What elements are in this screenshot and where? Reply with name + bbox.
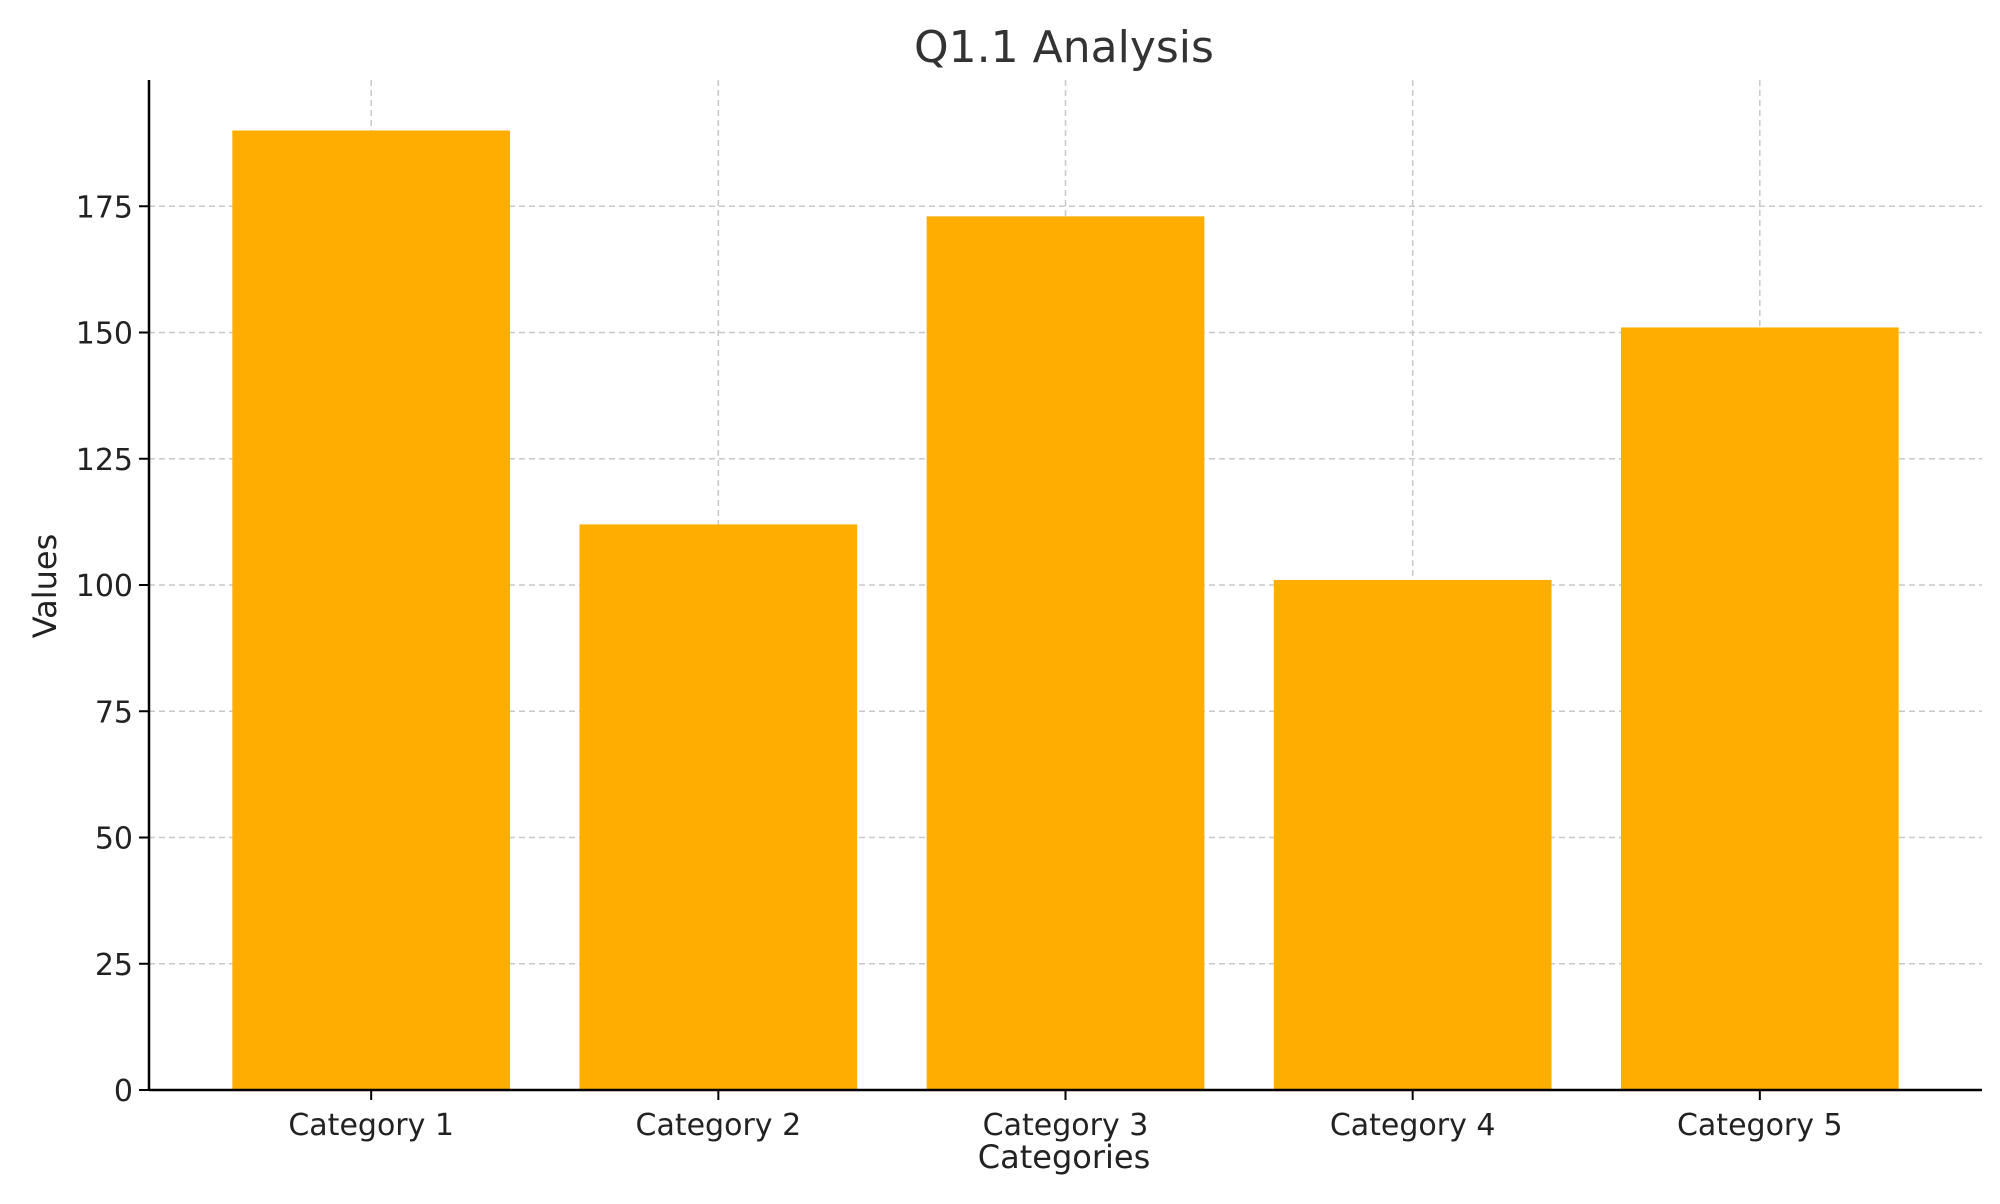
bar-1	[232, 130, 511, 1090]
y-tick-label: 175	[76, 190, 133, 225]
y-tick-label: 50	[95, 822, 133, 857]
bars-layer	[232, 130, 1899, 1091]
x-tick-label: Category 5	[1677, 1108, 1843, 1143]
y-tick-label: 75	[95, 695, 133, 730]
y-tick-label: 25	[95, 948, 133, 983]
bar-4	[1273, 579, 1552, 1090]
x-tick-label: Category 2	[636, 1108, 802, 1143]
bar-5	[1620, 327, 1899, 1090]
y-axis-label: Values	[26, 534, 64, 639]
x-tick-label: Category 4	[1330, 1108, 1496, 1143]
y-tick-label: 0	[114, 1074, 133, 1109]
ticks-layer: 0 25 50 75 100 125 150 175 Category 1 Category 2 C…	[76, 190, 1843, 1143]
y-tick-label: 150	[76, 317, 133, 352]
chart-title: Q1.1 Analysis	[914, 22, 1214, 73]
x-axis-label: Categories	[978, 1138, 1150, 1176]
y-tick-label: 125	[76, 443, 133, 478]
y-tick-label: 100	[76, 569, 133, 604]
x-tick-label: Category 1	[288, 1108, 454, 1143]
x-tick-label: Category 3	[983, 1108, 1149, 1143]
bar-3	[926, 216, 1205, 1091]
bar-2	[579, 524, 858, 1090]
